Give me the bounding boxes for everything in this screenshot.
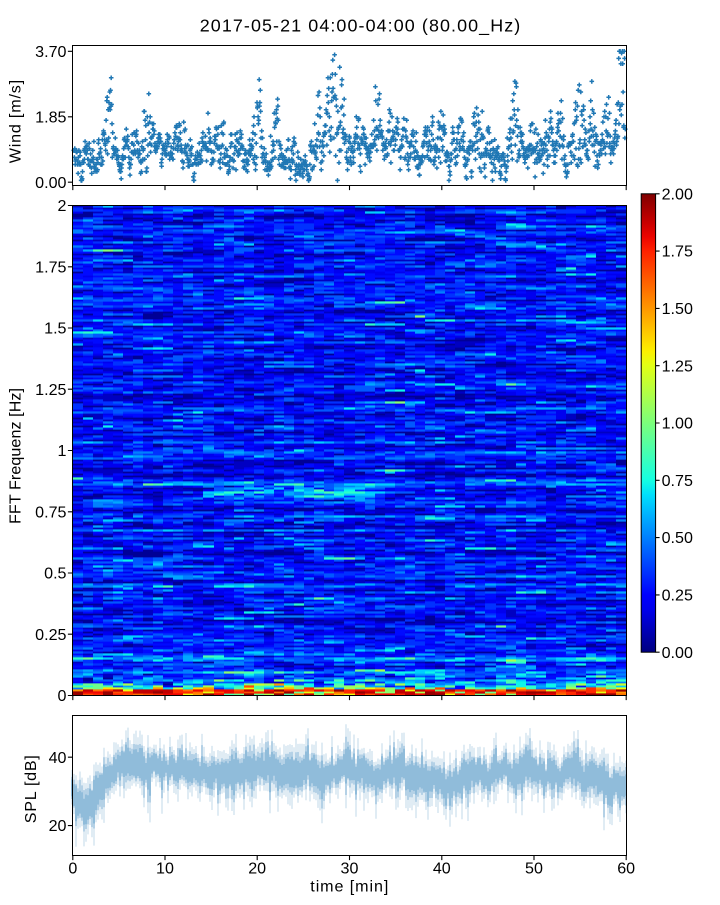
svg-text:1: 1: [58, 442, 67, 460]
svg-text:60: 60: [617, 859, 635, 877]
svg-text:0: 0: [68, 859, 77, 877]
svg-text:1.75: 1.75: [662, 243, 693, 261]
svg-text:0.75: 0.75: [35, 503, 66, 521]
svg-text:1.85: 1.85: [35, 108, 66, 126]
svg-text:0.75: 0.75: [662, 472, 693, 490]
svg-text:FFT Frequenz [Hz]: FFT Frequenz [Hz]: [7, 388, 25, 524]
svg-text:0.25: 0.25: [35, 626, 66, 644]
svg-text:time [min]: time [min]: [310, 877, 388, 895]
svg-text:0.25: 0.25: [662, 587, 693, 605]
svg-text:0: 0: [58, 687, 67, 705]
svg-text:20: 20: [49, 817, 67, 835]
svg-text:10: 10: [156, 859, 174, 877]
svg-text:50: 50: [525, 859, 543, 877]
svg-text:Wind [m/s]: Wind [m/s]: [7, 80, 25, 163]
svg-text:40: 40: [433, 859, 451, 877]
svg-text:0.5: 0.5: [44, 565, 66, 583]
svg-text:1.5: 1.5: [44, 320, 66, 338]
svg-text:0.00: 0.00: [35, 174, 66, 192]
svg-text:3.70: 3.70: [35, 43, 66, 61]
svg-text:1.25: 1.25: [662, 357, 693, 375]
svg-text:1.50: 1.50: [662, 300, 693, 318]
svg-text:1.25: 1.25: [35, 381, 66, 399]
svg-text:2: 2: [58, 197, 67, 215]
svg-text:1.00: 1.00: [662, 415, 693, 433]
svg-text:1.75: 1.75: [35, 258, 66, 276]
svg-text:20: 20: [248, 859, 266, 877]
svg-text:30: 30: [341, 859, 359, 877]
svg-text:2017-05-21 04:00-04:00 (80.00_: 2017-05-21 04:00-04:00 (80.00_Hz): [200, 15, 521, 36]
svg-text:SPL [dB]: SPL [dB]: [22, 755, 40, 823]
svg-text:0.00: 0.00: [662, 644, 693, 662]
svg-text:2.00: 2.00: [662, 185, 693, 203]
svg-text:0.50: 0.50: [662, 529, 693, 547]
svg-text:40: 40: [49, 749, 67, 767]
